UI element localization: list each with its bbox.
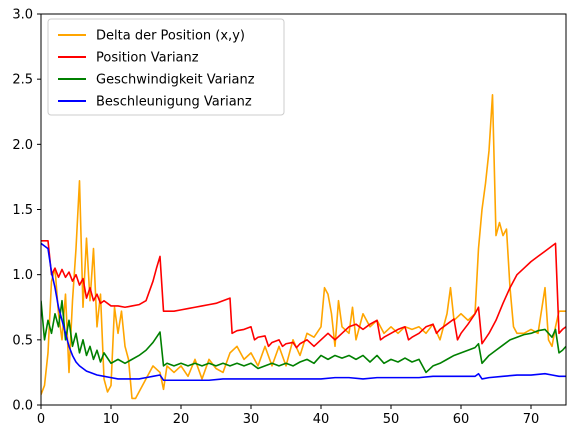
legend: Delta der Position (x,y) Position Varianz… bbox=[47, 18, 285, 116]
x-tick-label: 0 bbox=[37, 412, 45, 427]
legend-label-1: Delta der Position (x,y) bbox=[96, 29, 245, 44]
series-line-1 bbox=[41, 94, 566, 400]
tick-layer: 0 10 20 30 40 50 60 70 0.0 0.5 1.0 1.5 2.0 2.5 3.0 bbox=[12, 8, 539, 428]
x-tick-label: 60 bbox=[453, 412, 470, 427]
x-tick-label: 40 bbox=[313, 412, 330, 427]
legend-label-2: Position Varianz bbox=[96, 51, 199, 66]
legend-label-4: Beschleunigung Varianz bbox=[96, 95, 252, 110]
y-tick-label: 1.0 bbox=[12, 268, 33, 283]
y-tick-label: 1.5 bbox=[12, 203, 33, 218]
x-tick-label: 20 bbox=[173, 412, 190, 427]
x-tick-label: 10 bbox=[103, 412, 120, 427]
x-tick-label: 30 bbox=[243, 412, 260, 427]
y-tick-label: 0.0 bbox=[12, 399, 33, 414]
y-tick-label: 2.0 bbox=[12, 138, 33, 153]
series-line-2 bbox=[41, 239, 566, 349]
series-layer bbox=[41, 94, 566, 400]
y-tick-label: 2.5 bbox=[12, 73, 33, 88]
series-line-4 bbox=[41, 242, 566, 382]
y-tick-label: 3.0 bbox=[12, 8, 33, 23]
y-tick-label: 0.5 bbox=[12, 333, 33, 348]
legend-box bbox=[47, 18, 285, 116]
legend-label-3: Geschwindigkeit Varianz bbox=[96, 73, 255, 88]
series-line-3 bbox=[41, 299, 566, 374]
x-tick-label: 50 bbox=[383, 412, 400, 427]
x-tick-label: 70 bbox=[523, 412, 540, 427]
